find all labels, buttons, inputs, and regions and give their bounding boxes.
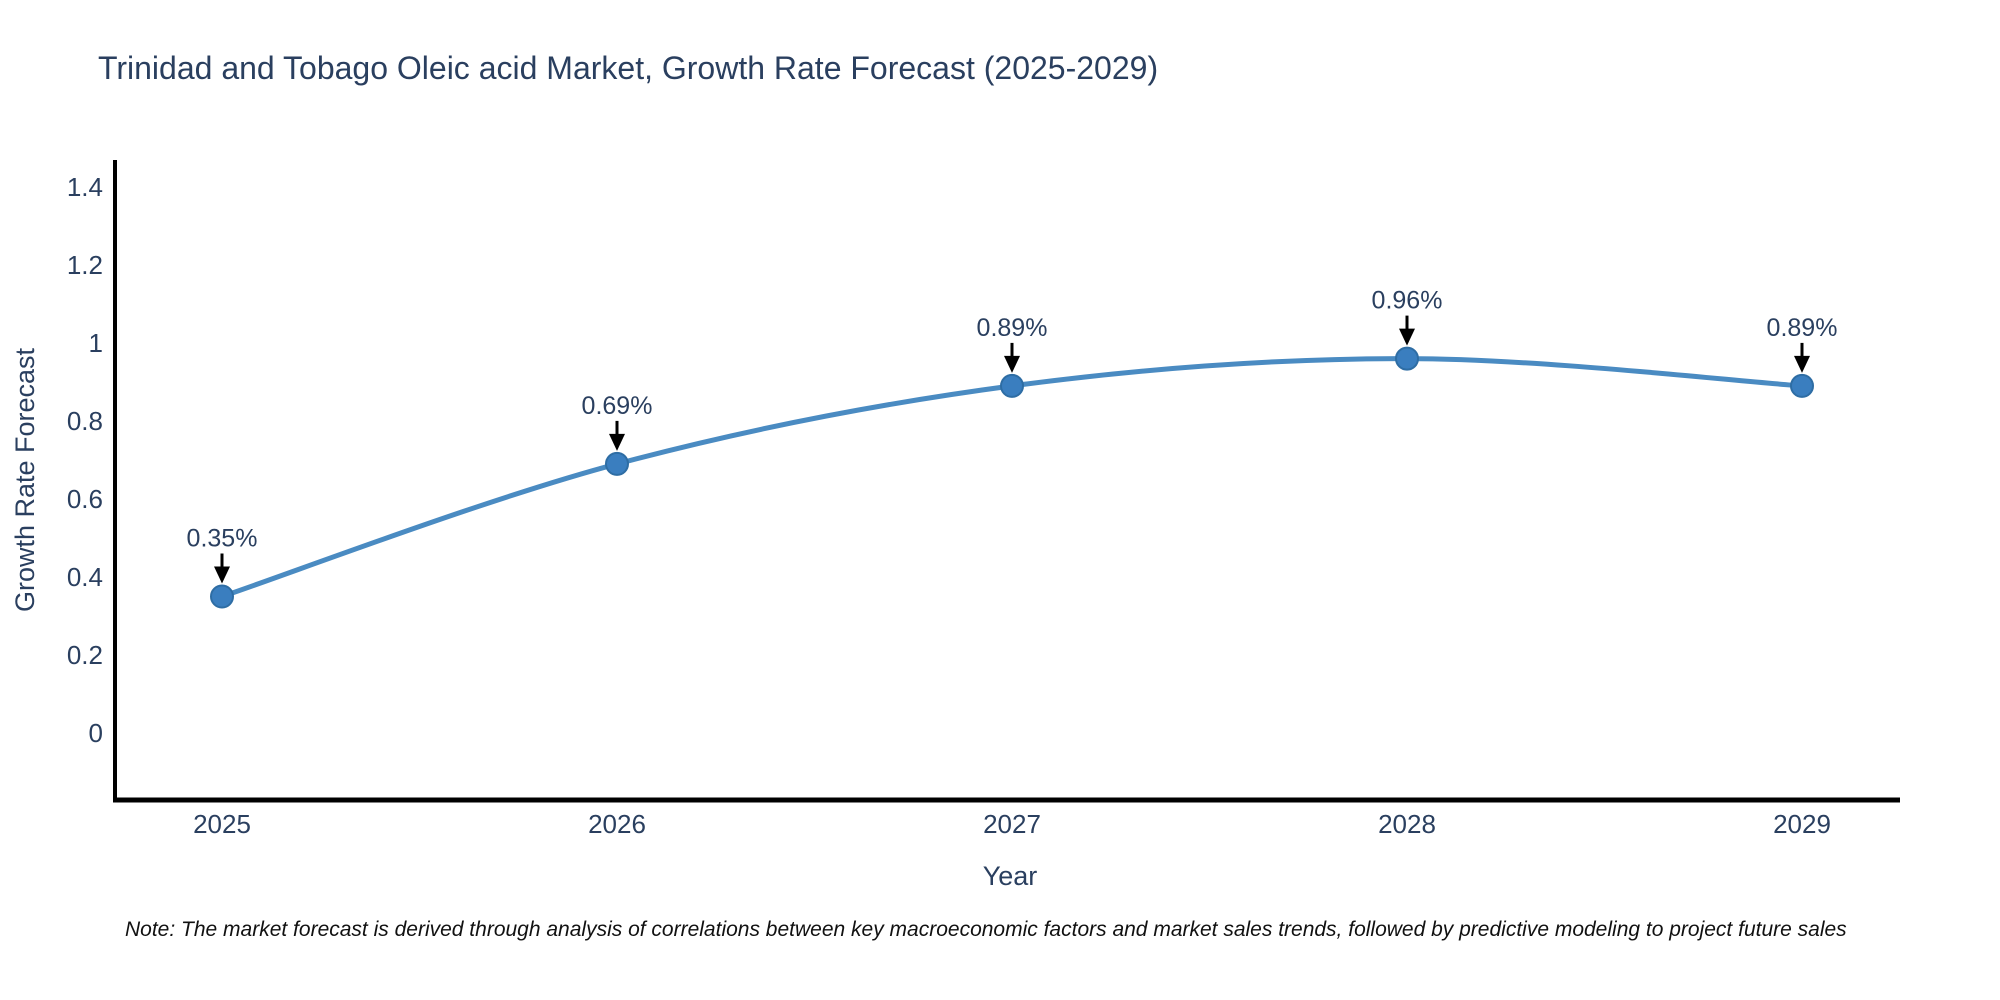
x-axis-title: Year [983, 861, 1038, 891]
annotation-arrowhead-icon [609, 433, 625, 451]
x-tick-labels: 2025 2026 2027 2028 2029 [193, 809, 1831, 839]
chart-title: Trinidad and Tobago Oleic acid Market, G… [98, 50, 1159, 86]
y-tick-label: 1 [89, 328, 103, 358]
x-tick-label: 2027 [983, 809, 1041, 839]
data-point-marker [605, 451, 629, 476]
y-tick-label: 1.2 [67, 250, 103, 280]
y-tick-label: 0 [89, 718, 103, 748]
y-axis-title: Growth Rate Forecast [10, 347, 40, 612]
point-value-label: 0.35% [187, 525, 258, 553]
annotation-arrowhead-icon [1004, 355, 1020, 373]
annotation-arrowhead-icon [214, 566, 230, 584]
data-point-marker [210, 584, 234, 609]
y-tick-labels: 0 0.2 0.4 0.6 0.8 1 1.2 1.4 [67, 172, 103, 748]
data-point-marker [1790, 373, 1814, 398]
series-markers [210, 346, 1814, 609]
point-value-label: 0.89% [977, 314, 1048, 342]
point-value-label: 0.89% [1767, 314, 1838, 342]
point-annotations: 0.35% 0.69% 0.89% 0.96% 0.89% [187, 287, 1838, 584]
chart-note: Note: The market forecast is derived thr… [125, 918, 1847, 941]
annotation-arrowhead-icon [1399, 328, 1415, 346]
y-tick-label: 0.4 [67, 562, 103, 592]
y-tick-label: 1.4 [67, 172, 103, 202]
data-point-marker [1395, 346, 1419, 371]
point-value-label: 0.69% [582, 392, 653, 420]
annotation-arrowhead-icon [1794, 355, 1810, 373]
x-tick-label: 2025 [193, 809, 251, 839]
y-tick-label: 0.2 [67, 640, 103, 670]
data-point-marker [1000, 373, 1024, 398]
y-tick-label: 0.6 [67, 484, 103, 514]
x-tick-label: 2029 [1773, 809, 1831, 839]
x-tick-label: 2028 [1378, 809, 1436, 839]
point-value-label: 0.96% [1372, 287, 1443, 315]
x-tick-label: 2026 [588, 809, 646, 839]
y-tick-label: 0.8 [67, 406, 103, 436]
